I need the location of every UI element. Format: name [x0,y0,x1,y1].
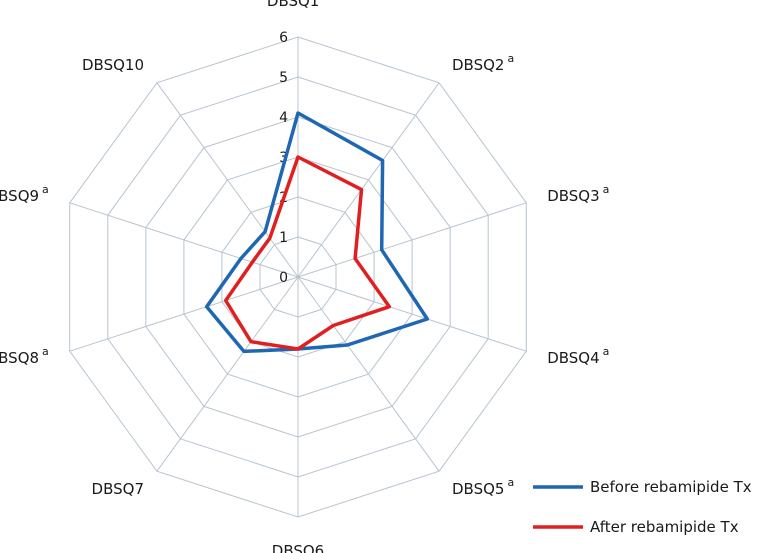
axis-label-9: DBSQ9a [0,183,49,205]
axis-label-7: DBSQ7 [92,480,144,498]
axis-label-text: DBSQ6 [272,542,324,553]
axis-label-1: DBSQ1a [267,0,329,10]
axis-spoke [69,276,299,352]
tick-label: 6 [279,30,288,46]
tick-label: 5 [279,70,288,86]
axis-spoke [69,202,299,278]
axis-label-superscript: a [322,0,329,1]
axis-label-superscript: a [507,476,514,489]
axis-spoke [156,82,299,278]
legend-label-2: After rebamipide Tx [590,518,739,536]
tick-label: 3 [279,150,288,166]
legend: Before rebamipide Tx After rebamipide Tx [533,478,752,536]
axis-label-8: DBSQ8a [0,345,49,367]
axis-label-3: DBSQ3 a [547,183,609,205]
tick-label: 1 [279,230,288,246]
axis-label-text: DBSQ7 [92,480,144,498]
axis-label-4: DBSQ4 a [547,345,609,367]
axis-label-2: DBSQ2 a [452,52,514,74]
axis-label-text: DBSQ8 [0,349,39,367]
axis-spoke [297,202,527,278]
axis-label-6: DBSQ6 [272,542,324,553]
axis-labels: DBSQ1aDBSQ2aDBSQ3aDBSQ4aDBSQ5aDBSQ6DBSQ7… [0,0,609,553]
axis-spoke [297,276,440,472]
legend-label-1: Before rebamipide Tx [590,478,752,496]
axis-spoke [297,82,440,278]
axis-label-superscript: a [507,52,514,65]
axis-spoke [156,276,299,472]
axis-label-text: DBSQ3 [547,187,599,205]
axis-label-text: DBSQ4 [547,349,599,367]
tick-label: 0 [279,270,288,286]
axis-spoke [297,276,527,352]
axis-label-superscript: a [42,183,49,196]
axis-label-superscript: a [603,345,610,358]
radar-series [204,111,430,354]
axis-label-superscript: a [42,345,49,358]
axis-label-text: DBSQ9 [0,187,39,205]
series-line-1 [204,111,430,354]
tick-label: 4 [279,110,288,126]
axis-label-text: DBSQ10 [82,56,144,74]
axis-label-text: DBSQ1 [267,0,319,10]
axis-label-10: DBSQ10 [82,56,144,74]
axis-label-5: DBSQ5 a [452,476,514,498]
axis-label-text: DBSQ2 [452,56,504,74]
series-line-2 [223,155,392,351]
axis-label-superscript: a [603,183,610,196]
axis-label-text: DBSQ5 [452,480,504,498]
